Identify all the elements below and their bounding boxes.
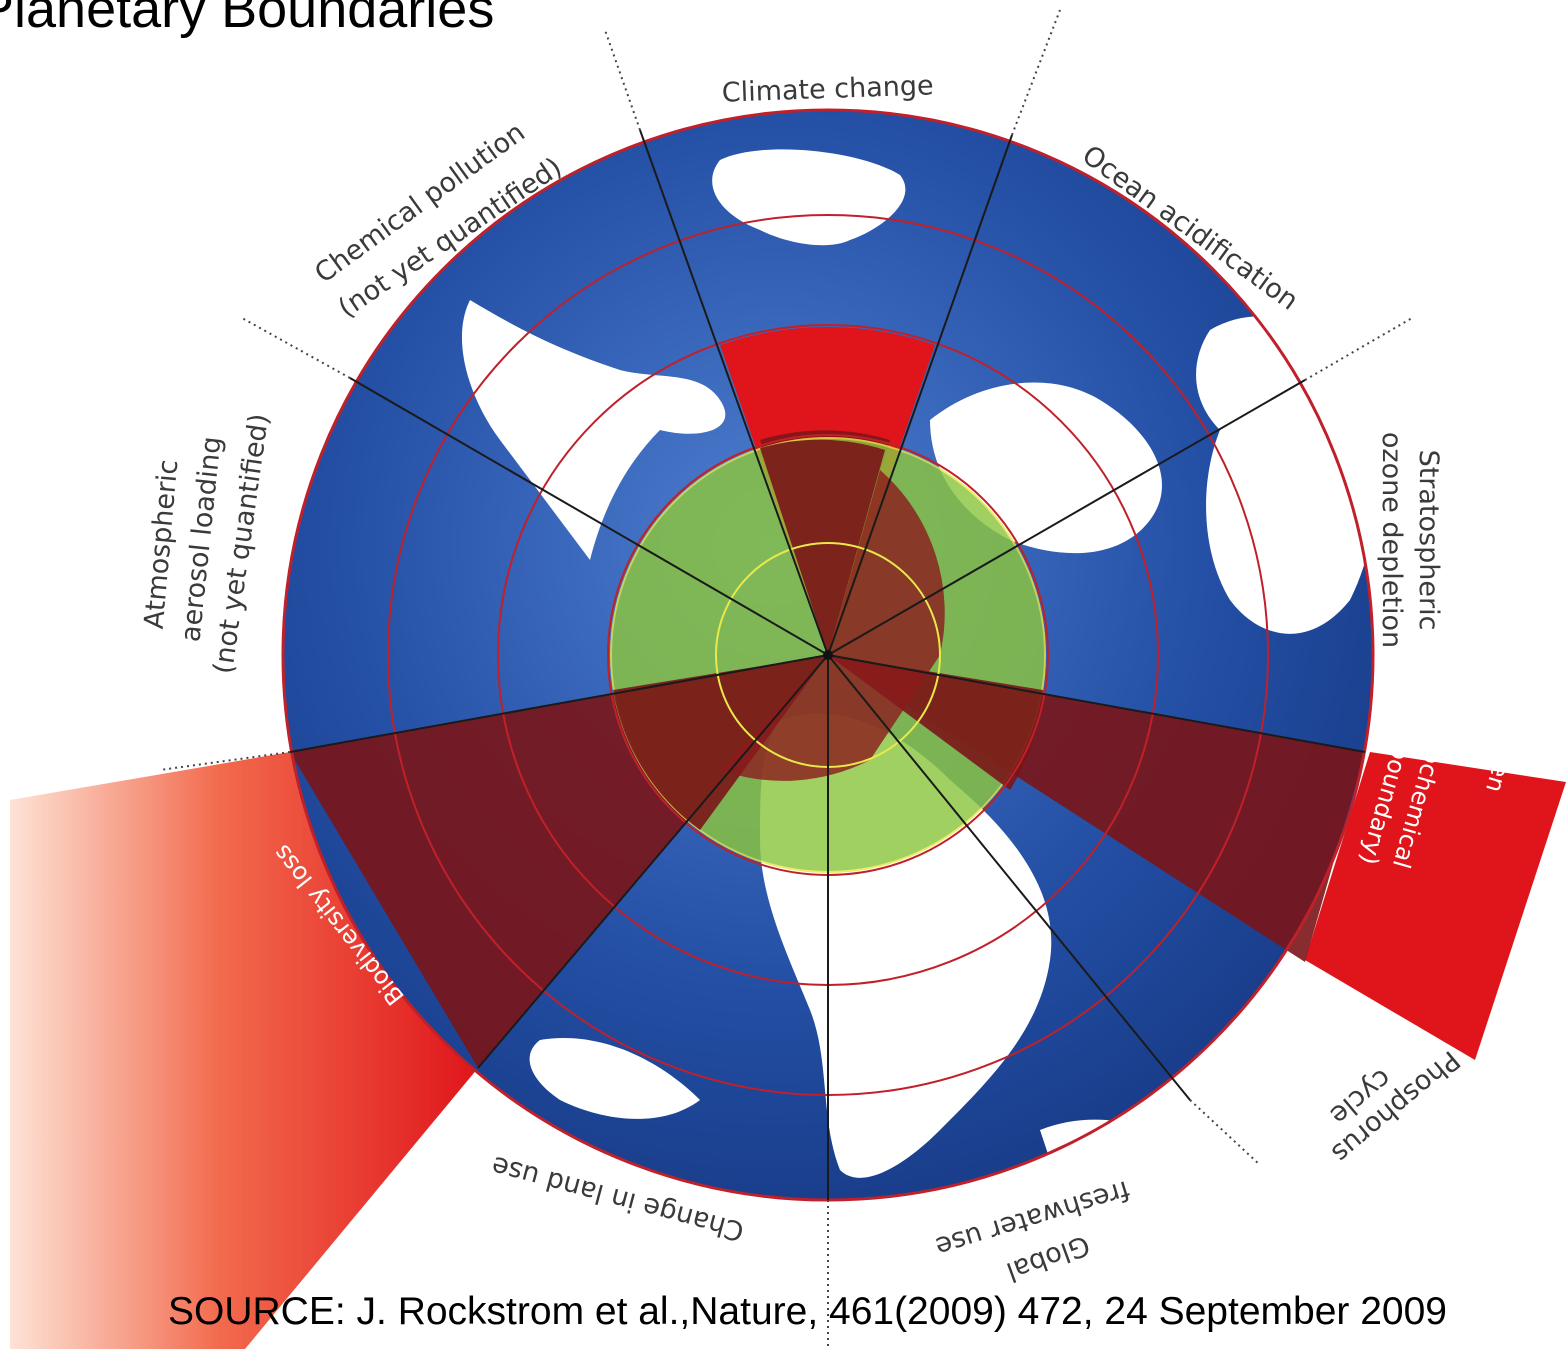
page-title: Planetary Boundaries: [0, 0, 495, 39]
diagram-center: [823, 650, 833, 660]
svg-text:ozone depletion: ozone depletion: [1376, 432, 1407, 648]
center-red-disc: [720, 470, 945, 781]
label-atmospheric-aerosol: Atmospheric aerosol loading (not yet qua…: [139, 412, 275, 676]
nitrogen-exceedance-wedge: [1305, 752, 1566, 1060]
climate-center-wedge: [760, 439, 885, 655]
segment-dividers: [289, 129, 1366, 1200]
label-stratospheric-ozone: Stratospheric ozone depletion: [1376, 432, 1444, 648]
biodiversity-center-wedge: [613, 655, 828, 830]
label-phosphorus-cycle: Phosphorus cycle: [1324, 1044, 1466, 1169]
source-citation: SOURCE: J. Rockstrom et al.,Nature, 461(…: [168, 1290, 1447, 1333]
label-climate-change: Climate change: [721, 70, 934, 108]
label-global-freshwater: Global freshwater use: [932, 1174, 1133, 1287]
svg-text:Stratospheric: Stratospheric: [1413, 450, 1444, 631]
dotted-extensions: [159, 9, 1413, 1349]
svg-text:Atmospheric: Atmospheric: [139, 458, 185, 630]
